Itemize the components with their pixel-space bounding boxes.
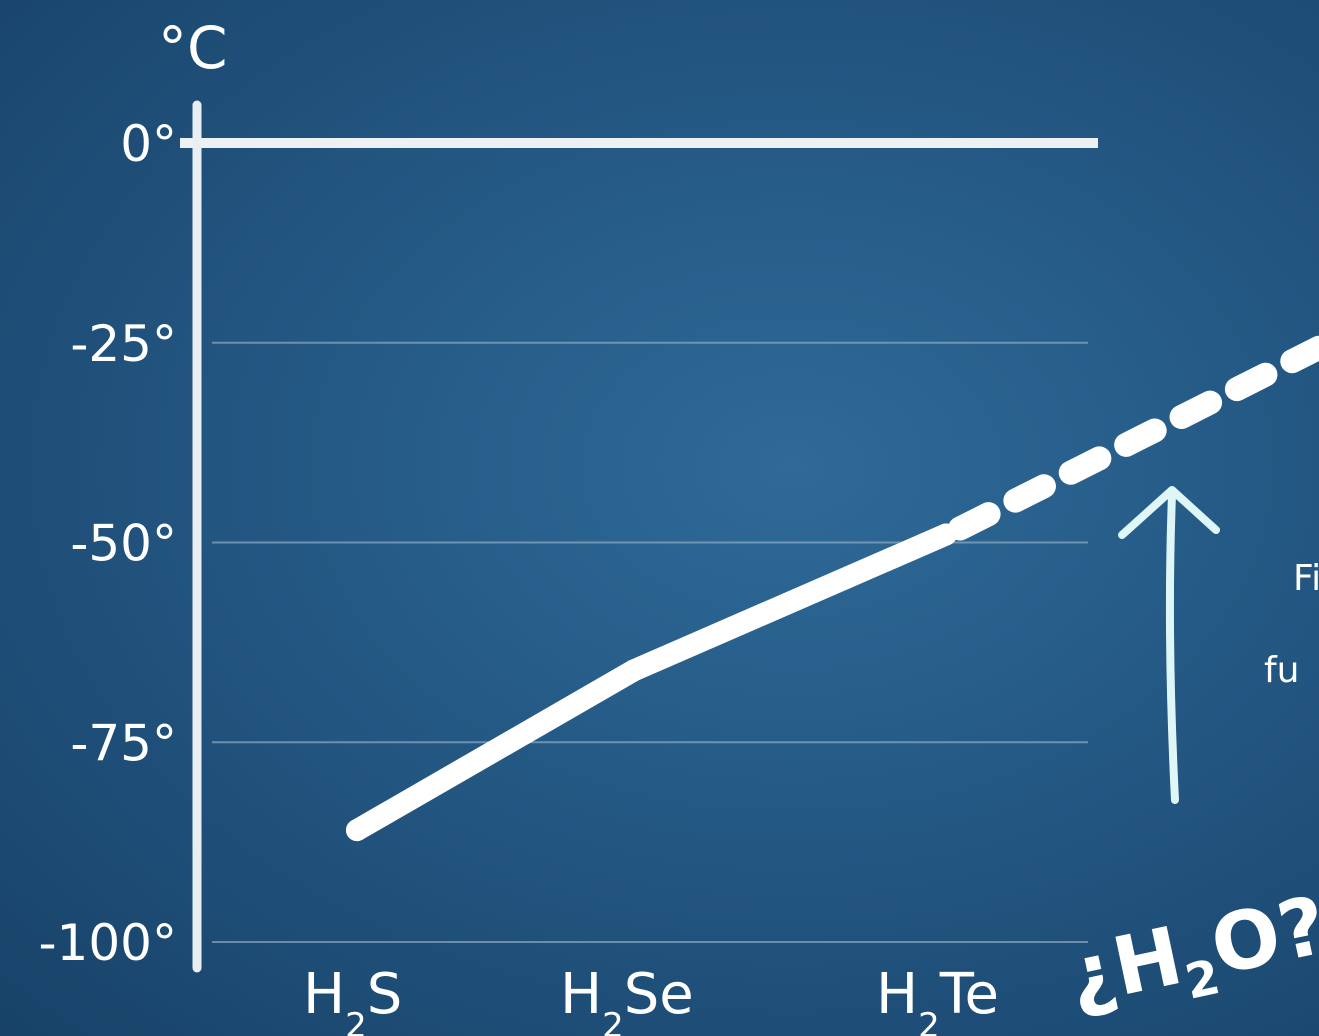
note-fragments: Fi fu — [1264, 558, 1319, 691]
extrapolation-dashed-line — [948, 335, 1319, 541]
h2o-question-label: ¿H2O? — [1060, 878, 1319, 1034]
y-tick-label-4: -100° — [39, 914, 177, 972]
h2o-rest: O? — [1203, 878, 1319, 993]
upward-arrow-icon — [1118, 486, 1220, 804]
y-tick-label-2: -50° — [70, 515, 177, 573]
y-tick-label-0: 0° — [120, 115, 177, 173]
note-fragment-2: fu — [1264, 650, 1300, 691]
x-category-labels: H2S H2Se H2Te — [303, 962, 999, 1036]
series — [346, 335, 1319, 842]
grid-lines — [180, 138, 1098, 943]
y-tick-labels: 0° -25° -50° -75° -100° — [39, 115, 177, 972]
series-line-0 — [346, 523, 957, 842]
y-tick-label-3: -75° — [70, 714, 177, 772]
x-category-label-2: H2Te — [876, 962, 999, 1036]
note-fragment-1: Fi — [1293, 558, 1319, 599]
series-point-0 — [346, 819, 368, 842]
x-category-label-0: H2S — [303, 962, 402, 1036]
y-tick-label-1: -25° — [70, 315, 177, 373]
x-category-label-1: H2Se — [560, 962, 694, 1036]
series-point-1 — [623, 659, 645, 682]
y-unit-label: °C — [158, 14, 228, 82]
